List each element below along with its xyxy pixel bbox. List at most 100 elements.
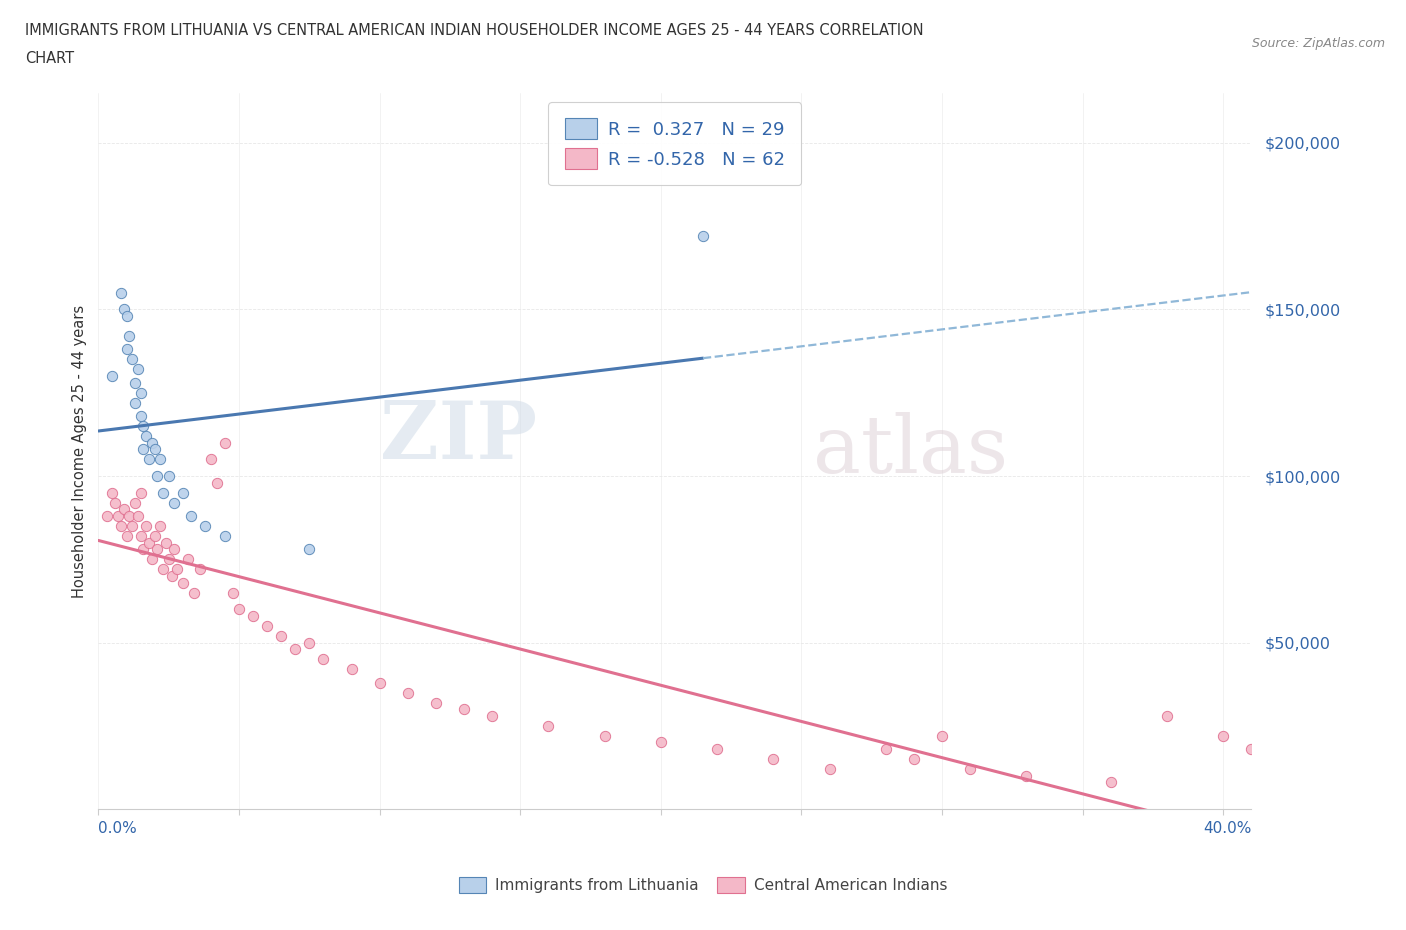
Point (481, 709, 503, 724)
Point (138, 535, 160, 550)
Point (115, 309, 138, 324)
Point (160, 568, 183, 583)
Text: atlas: atlas (813, 412, 1008, 490)
Point (152, 485, 174, 500)
Point (875, 742, 897, 757)
Point (1240, 742, 1263, 757)
Point (157, 469, 180, 484)
Point (166, 562, 188, 577)
Point (818, 762, 841, 777)
Text: 40.0%: 40.0% (1204, 821, 1251, 836)
Y-axis label: Householder Income Ages 25 - 44 years: Householder Income Ages 25 - 44 years (72, 304, 87, 598)
Point (115, 342, 138, 357)
Point (115, 528, 138, 543)
Point (163, 496, 186, 511)
Point (453, 702, 475, 717)
Point (180, 509, 202, 524)
Point (368, 675, 391, 690)
Point (284, 642, 307, 657)
Point (112, 302, 135, 317)
Point (222, 585, 245, 600)
Point (152, 562, 174, 577)
Point (298, 635, 321, 650)
Point (242, 608, 264, 623)
Point (146, 542, 169, 557)
Point (650, 735, 672, 750)
Point (706, 742, 728, 757)
Point (124, 395, 146, 410)
Point (149, 452, 172, 467)
Point (141, 551, 163, 566)
Point (129, 385, 152, 400)
Point (110, 519, 132, 534)
Point (172, 575, 194, 590)
Point (256, 618, 278, 633)
Point (129, 528, 152, 543)
Point (146, 469, 169, 484)
Point (903, 751, 925, 766)
Point (127, 362, 149, 377)
Point (132, 542, 155, 557)
Point (425, 695, 447, 710)
Point (135, 519, 157, 534)
Text: IMMIGRANTS FROM LITHUANIA VS CENTRAL AMERICAN INDIAN HOUSEHOLDER INCOME AGES 25 : IMMIGRANTS FROM LITHUANIA VS CENTRAL AME… (25, 23, 924, 38)
Point (143, 442, 166, 457)
Point (132, 442, 155, 457)
Point (214, 528, 236, 543)
Point (163, 542, 186, 557)
Point (1156, 709, 1178, 724)
Point (214, 435, 236, 450)
Point (135, 429, 157, 444)
Point (340, 662, 363, 677)
Point (143, 528, 166, 543)
Point (312, 652, 335, 667)
Point (959, 762, 981, 777)
Point (138, 452, 160, 467)
Point (396, 685, 419, 700)
Point (121, 519, 143, 534)
Point (118, 328, 141, 343)
Point (172, 485, 194, 500)
Point (762, 751, 785, 766)
Point (200, 452, 222, 467)
Point (298, 542, 321, 557)
Legend: Immigrants from Lithuania, Central American Indians: Immigrants from Lithuania, Central Ameri… (453, 870, 953, 899)
Point (112, 502, 135, 517)
Point (132, 418, 155, 433)
Point (129, 485, 152, 500)
Point (101, 485, 124, 500)
Point (194, 519, 217, 534)
Point (1099, 775, 1122, 790)
Point (101, 368, 124, 383)
Text: CHART: CHART (25, 51, 75, 66)
Point (124, 496, 146, 511)
Legend: R =  0.327   N = 29, R = -0.528   N = 62: R = 0.327 N = 29, R = -0.528 N = 62 (548, 102, 801, 185)
Point (155, 535, 177, 550)
Point (157, 551, 180, 566)
Point (593, 728, 616, 743)
Point (270, 629, 292, 644)
Text: 0.0%: 0.0% (98, 821, 138, 836)
Point (205, 475, 228, 490)
Point (118, 509, 141, 524)
Point (1212, 728, 1234, 743)
Point (537, 718, 560, 733)
Point (183, 585, 205, 600)
Point (107, 509, 129, 524)
Point (177, 551, 200, 566)
Point (1015, 768, 1038, 783)
Point (121, 352, 143, 367)
Point (124, 376, 146, 391)
Point (104, 496, 127, 511)
Point (188, 562, 211, 577)
Point (96, 509, 118, 524)
Point (931, 728, 953, 743)
Point (141, 435, 163, 450)
Point (127, 509, 149, 524)
Point (110, 286, 132, 300)
Point (228, 602, 250, 617)
Point (149, 519, 172, 534)
Text: ZIP: ZIP (380, 398, 537, 476)
Text: Source: ZipAtlas.com: Source: ZipAtlas.com (1251, 37, 1385, 50)
Point (129, 408, 152, 423)
